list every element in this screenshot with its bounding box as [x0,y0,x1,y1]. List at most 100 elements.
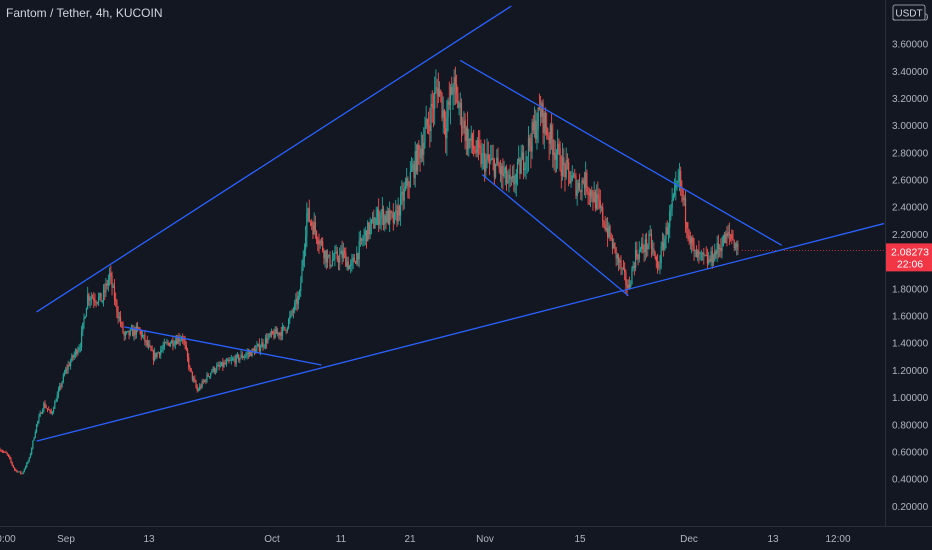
candle-body [24,466,27,470]
trendline-upper-falling[interactable] [459,59,783,246]
candle-body [105,283,107,293]
candle-body [9,456,11,459]
symbol-title: Fantom / Tether, 4h, KUCOIN [6,6,163,20]
candle-body [375,217,377,225]
candle-body [672,194,674,200]
candle-body [101,300,103,302]
candle-body [426,119,428,126]
candle-body [464,120,466,141]
candle-body [631,268,633,285]
candle-body [27,461,29,463]
candle-body [269,333,271,335]
candle-body [692,237,694,246]
candle-body [726,233,728,237]
candle-body [214,370,217,373]
trendline-lower-rising[interactable] [36,222,885,442]
price-tick-label: 2.60000 [892,176,929,187]
candle-body [401,191,403,195]
candle-body [650,234,653,249]
candle-body [11,462,13,465]
candle-body [287,319,290,328]
candle-body [558,143,560,149]
candle-body [111,275,113,288]
candle-body [216,366,218,371]
candle-body [418,144,420,150]
candle-body [384,215,386,225]
time-axis-area[interactable] [0,526,932,550]
candle-body [546,126,548,135]
candle-body [102,290,105,301]
candle-body [174,340,176,345]
candle-body [493,159,495,178]
candle-body [330,265,332,267]
candle-body [505,167,508,183]
price-tick-label: 1.60000 [892,312,929,323]
trendline-channel-low[interactable] [481,174,629,297]
candle-body [79,347,81,348]
candle-body [596,194,598,209]
candle-body [445,127,447,139]
candle-body [298,290,301,296]
candle-body [83,318,85,323]
candle-body [250,351,252,357]
candle-body [197,389,200,391]
candle-body [217,364,219,367]
candle-body [706,255,709,264]
candle-body [116,300,118,313]
candle-body [193,378,195,380]
time-tick-label: Dec [680,534,698,545]
candle-body [367,222,369,242]
candle-body [73,354,75,358]
candle-body [110,272,112,276]
candle-body [641,243,643,249]
candle-body [155,352,157,358]
candle-body [132,328,134,337]
candle-body [703,252,705,256]
candle-body [404,185,407,189]
candle-body [364,230,366,236]
candle-body [241,354,243,358]
trendlines-layer[interactable] [36,5,885,442]
candle-body [725,233,727,244]
candle-body [350,264,352,266]
candle-body [186,349,189,358]
price-tick-label: 1.20000 [892,366,929,377]
candle-body [589,190,592,196]
candle-body [311,222,313,226]
candle-body [448,101,450,105]
currency-badge[interactable]: USDT [892,4,926,21]
candle-body [526,156,528,158]
candle-body [296,298,298,305]
candle-body [320,240,323,242]
trendline-flag-top[interactable] [124,326,322,366]
candle-body [585,172,587,188]
candle-body [245,354,247,357]
price-tick-label: 3.20000 [892,94,929,105]
candle-body [368,222,370,235]
candle-body [55,401,57,403]
trendline-upper-rising[interactable] [36,5,512,313]
price-tick-label: 3.60000 [892,40,929,51]
candle-body [28,457,30,462]
candle-body [597,194,599,198]
candle-body [225,361,228,364]
candle-body [211,371,213,374]
candle-body [171,340,173,344]
candle-body [698,250,700,254]
candle-body [569,171,571,184]
candle-body [342,251,344,258]
candle-body [502,165,504,177]
price-tick-label: 0.80000 [892,420,929,431]
candle-body [212,367,214,372]
candle-body [16,470,18,472]
candle-body [352,257,354,261]
time-tick-label: Oct [264,534,280,545]
candle-body [326,255,329,263]
candle-body [637,256,639,260]
candle-body [242,357,245,358]
candle-body [82,322,84,332]
candle-body [568,162,570,172]
currency-badge-box [892,4,926,21]
candle-body [231,359,234,361]
